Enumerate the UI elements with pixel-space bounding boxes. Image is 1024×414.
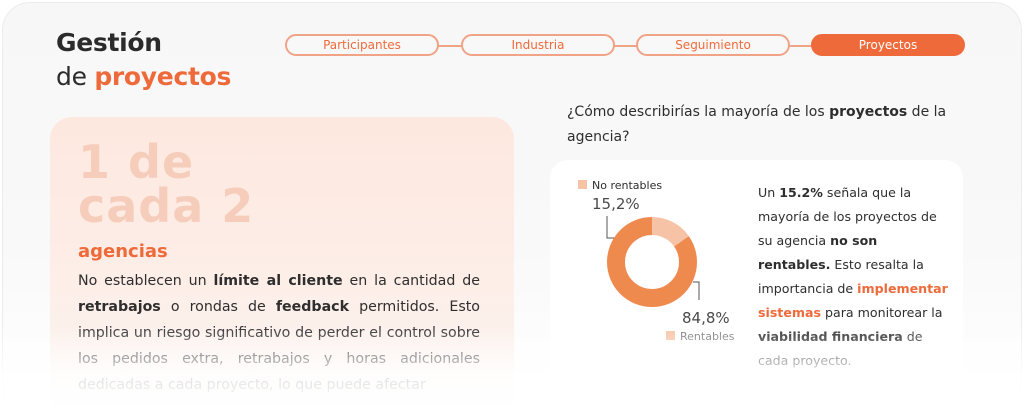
legend-no-rentables: No rentables — [578, 179, 662, 192]
value-label-rentables: 84,8% — [682, 309, 730, 327]
donut-slices — [607, 217, 697, 307]
title-line-1: Gestión — [56, 28, 162, 57]
text-span: o rondas de — [160, 299, 276, 315]
text-bold: no son rentables. — [758, 233, 878, 272]
step-seguimiento[interactable]: Seguimiento — [636, 34, 790, 56]
legend-swatch — [666, 331, 675, 340]
text-span: Un — [758, 185, 780, 200]
stat-big-number: 1 de cada 2 — [78, 135, 255, 233]
title-highlight: proyectos — [94, 62, 232, 91]
legend-label: No rentables — [592, 179, 663, 192]
text-span: para monitorear la — [821, 305, 943, 320]
text-span: ¿Cómo describirías la mayoría de los — [567, 104, 830, 120]
text-span: de la agencia? — [567, 104, 947, 145]
text-bold: viabilidad financiera — [758, 329, 903, 344]
legend-swatch — [578, 180, 587, 189]
text-span: en la cantidad de — [342, 273, 481, 289]
stat-big-line-2: cada 2 — [78, 179, 255, 233]
stepper-connector — [295, 45, 957, 47]
text-span: No establecen un — [78, 273, 214, 289]
survey-question: ¿Cómo describirías la mayoría de los pro… — [567, 100, 947, 150]
stat-subject: agencias — [78, 241, 168, 262]
title-prefix: de — [56, 62, 87, 91]
text-bold: feedback — [275, 299, 350, 315]
title-line-2: de proyectos — [56, 60, 231, 94]
text-bold: límite al cliente — [213, 273, 343, 289]
page-title: Gestión de proyectos — [56, 26, 231, 94]
step-proyectos[interactable]: Proyectos — [811, 34, 965, 56]
section-stepper: Participantes Industria Seguimiento Proy… — [285, 34, 967, 58]
legend-label: Rentables — [680, 330, 735, 343]
text-highlight: implementar sistemas — [758, 281, 948, 320]
step-participantes[interactable]: Participantes — [285, 34, 439, 56]
text-bold: proyectos — [829, 104, 908, 120]
text-span: Esto resalta la importancia de — [758, 257, 924, 296]
value-label-no-rentables: 15,2% — [592, 195, 640, 213]
chart-description: Un 15.2% señala que la mayoría de los pr… — [758, 181, 950, 373]
text-bold: 15.2% — [779, 185, 823, 200]
stat-big-line-1: 1 de — [78, 135, 195, 189]
legend-rentables: Rentables — [666, 330, 734, 343]
text-span: señala que la mayoría de los proyectos d… — [758, 185, 937, 248]
leader-line-rentables — [693, 281, 700, 300]
step-industria[interactable]: Industria — [461, 34, 615, 56]
donut-slice-rentables — [607, 217, 697, 307]
text-bold: retrabajos — [78, 299, 161, 315]
